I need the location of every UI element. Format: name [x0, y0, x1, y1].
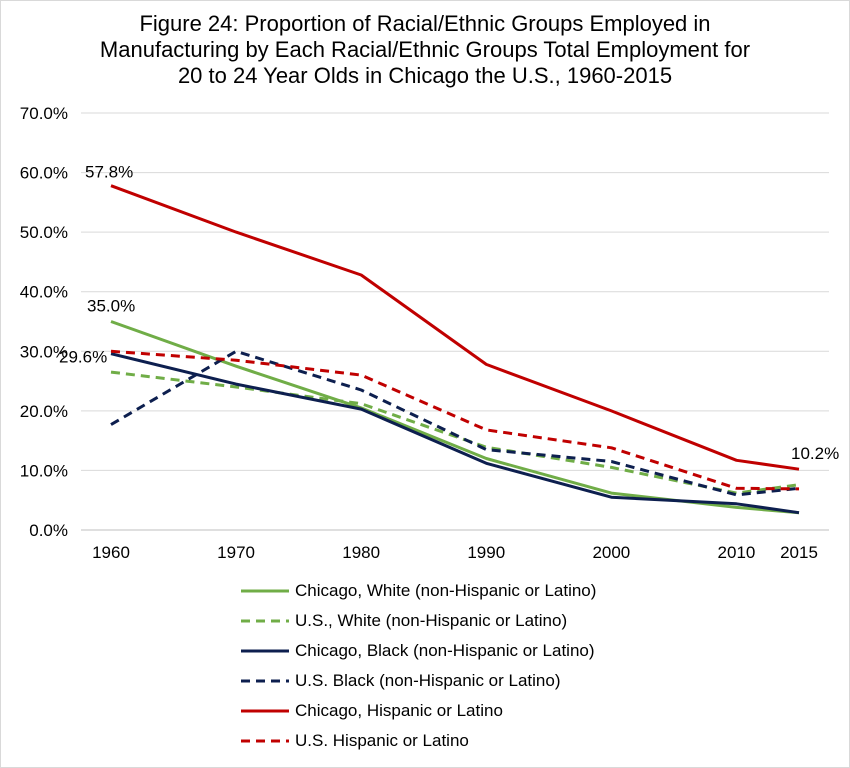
chart-title-line-3: 20 to 24 Year Olds in Chicago the U.S., …	[177, 63, 673, 88]
legend-label: U.S., White (non-Hispanic or Latino)	[295, 611, 568, 630]
y-tick-label: 40.0%	[20, 283, 68, 302]
legend-item: Chicago, Hispanic or Latino	[241, 696, 596, 726]
x-tick-label: 2015	[780, 543, 818, 562]
series-line	[110, 320, 800, 515]
legend-label: Chicago, White (non-Hispanic or Latino)	[295, 581, 597, 600]
legend-item: Chicago, Black (non-Hispanic or Latino)	[241, 636, 596, 666]
legend-label: Chicago, Black (non-Hispanic or Latino)	[295, 641, 595, 660]
data-label: 29.6%	[59, 348, 107, 367]
chart-title-line-2: Manufacturing by Each Racial/Ethnic Grou…	[99, 37, 751, 62]
series-line	[110, 349, 800, 491]
x-tick-label: 1990	[467, 543, 505, 562]
series-line	[110, 352, 800, 515]
legend-swatch	[241, 709, 289, 713]
legend: Chicago, White (non-Hispanic or Latino) U…	[241, 576, 596, 756]
legend-swatch	[241, 589, 289, 593]
data-label: 10.2%	[791, 444, 839, 463]
legend-item: U.S., White (non-Hispanic or Latino)	[241, 606, 596, 636]
legend-item: U.S. Hispanic or Latino	[241, 726, 596, 756]
y-tick-label: 30.0%	[20, 342, 68, 361]
legend-swatch	[241, 739, 289, 743]
x-tick-label: 2000	[592, 543, 630, 562]
legend-swatch	[241, 649, 289, 653]
x-tick-label: 2010	[718, 543, 756, 562]
legend-label: U.S. Hispanic or Latino	[295, 731, 469, 750]
legend-item: U.S. Black (non-Hispanic or Latino)	[241, 666, 596, 696]
series-line	[110, 184, 800, 471]
legend-label: Chicago, Hispanic or Latino	[295, 701, 503, 720]
y-tick-label: 0.0%	[29, 521, 68, 540]
y-tick-label: 60.0%	[20, 164, 68, 183]
chart-title-line-1: Figure 24: Proportion of Racial/Ethnic G…	[139, 11, 711, 36]
x-tick-label: 1980	[342, 543, 380, 562]
data-label: 57.8%	[85, 163, 133, 182]
legend-item: Chicago, White (non-Hispanic or Latino)	[241, 576, 596, 606]
y-tick-label: 70.0%	[20, 104, 68, 123]
chart-title: Figure 24: Proportion of Racial/Ethnic G…	[1, 11, 849, 89]
legend-swatch	[241, 679, 289, 683]
series-line	[110, 349, 800, 497]
series-line	[110, 370, 800, 495]
x-tick-label: 1960	[92, 543, 130, 562]
legend-label: U.S. Black (non-Hispanic or Latino)	[295, 671, 561, 690]
legend-swatch	[241, 619, 289, 623]
x-tick-label: 1970	[217, 543, 255, 562]
y-tick-label: 20.0%	[20, 402, 68, 421]
data-label: 35.0%	[87, 297, 135, 316]
y-tick-label: 10.0%	[20, 461, 68, 480]
y-tick-label: 50.0%	[20, 223, 68, 242]
